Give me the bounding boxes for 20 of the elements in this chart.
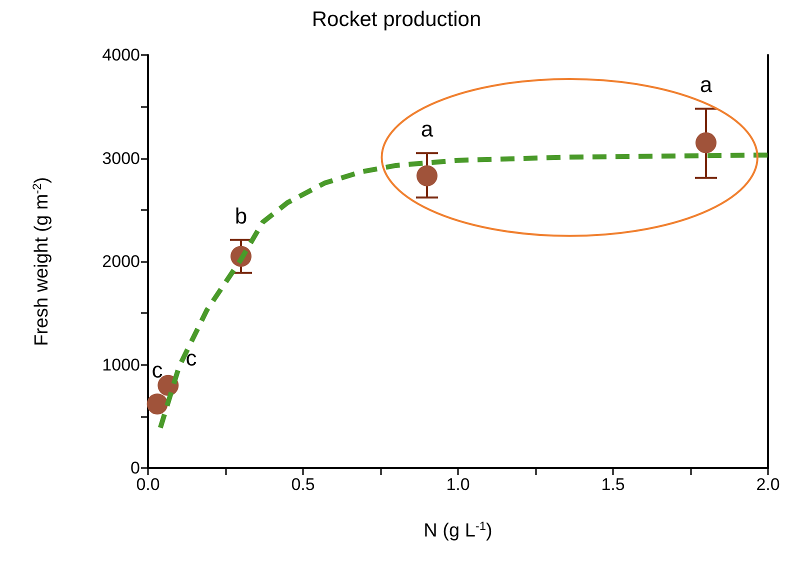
y-tick-label: 4000 — [102, 46, 140, 64]
annotation: c — [186, 345, 197, 370]
point — [416, 165, 438, 186]
annotation: a — [420, 116, 434, 142]
x-tick-label: 1.0 — [446, 475, 470, 494]
y-tick-label: 2000 — [102, 252, 140, 271]
annotation: a — [700, 72, 713, 98]
x-tick-label: 0.5 — [291, 475, 315, 494]
chart-title: Rocket production — [312, 8, 482, 31]
x-tick-label: 1.5 — [601, 475, 625, 494]
y-tick-label: 3000 — [102, 148, 140, 168]
point — [146, 393, 168, 414]
annotation: c — [152, 357, 163, 382]
x-tick-label: 2.0 — [756, 475, 780, 494]
y-axis-title: Fresh weight (g m-2) — [30, 176, 52, 346]
x-tick-label: 0.0 — [136, 475, 160, 494]
annotation: b — [234, 203, 248, 228]
y-tick-label: 0 — [130, 458, 140, 478]
point — [696, 132, 716, 154]
y-tick-label: 1000 — [102, 355, 140, 374]
